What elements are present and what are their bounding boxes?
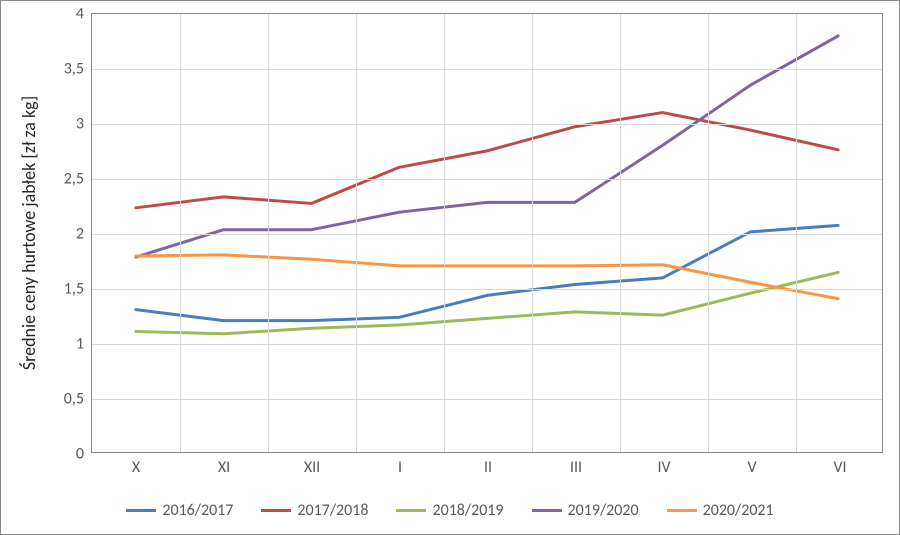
legend-label: 2020/2021 [703, 501, 774, 520]
legend-item: 2016/2017 [126, 501, 233, 520]
y-gridline [92, 179, 882, 180]
x-gridline [796, 14, 797, 452]
y-tick-label: 3 [76, 115, 92, 134]
x-tick-label: VI [833, 452, 846, 477]
series-line [136, 225, 838, 320]
y-gridline [92, 344, 882, 345]
legend-label: 2016/2017 [162, 501, 233, 520]
y-gridline [92, 69, 882, 70]
x-tick-label: V [747, 452, 756, 477]
x-gridline [356, 14, 357, 452]
y-gridline [92, 124, 882, 125]
series-line [136, 255, 838, 299]
x-tick-label: XI [218, 452, 230, 477]
y-gridline [92, 289, 882, 290]
series-line [136, 272, 838, 333]
x-tick-label: I [398, 452, 402, 477]
x-gridline [708, 14, 709, 452]
plot-area: 00,511,522,533,54XXIXIIIIIIIIIVVVI [91, 13, 883, 453]
legend-label: 2017/2018 [297, 501, 368, 520]
chart-container: Średnie ceny hurtowe jabłek [zł za kg] 0… [0, 0, 900, 535]
y-tick-label: 2 [76, 225, 92, 244]
legend-item: 2020/2021 [667, 501, 774, 520]
legend-swatch [396, 509, 426, 512]
x-gridline [532, 14, 533, 452]
legend-label: 2019/2020 [568, 501, 639, 520]
x-gridline [620, 14, 621, 452]
series-svg [92, 14, 882, 452]
y-tick-label: 3,5 [64, 60, 92, 79]
x-gridline [444, 14, 445, 452]
x-tick-label: XII [304, 452, 320, 477]
legend-swatch [532, 509, 562, 512]
series-line [136, 113, 838, 208]
x-tick-label: III [570, 452, 582, 477]
legend-item: 2018/2019 [396, 501, 503, 520]
x-gridline [268, 14, 269, 452]
legend-label: 2018/2019 [432, 501, 503, 520]
legend-swatch [261, 509, 291, 512]
legend-swatch [126, 509, 156, 512]
y-axis-title: Średnie ceny hurtowe jabłek [zł za kg] [18, 96, 40, 370]
x-tick-label: II [484, 452, 492, 477]
y-gridline [92, 234, 882, 235]
y-tick-label: 2,5 [64, 170, 92, 189]
legend-item: 2019/2020 [532, 501, 639, 520]
legend-swatch [667, 509, 697, 512]
x-gridline [180, 14, 181, 452]
x-tick-label: X [132, 452, 140, 477]
y-gridline [92, 399, 882, 400]
y-tick-label: 0 [76, 445, 92, 464]
legend-item: 2017/2018 [261, 501, 368, 520]
y-tick-label: 1,5 [64, 280, 92, 299]
y-tick-label: 1 [76, 335, 92, 354]
legend: 2016/2017 2017/2018 2018/2019 2019/2020 2020… [1, 501, 899, 520]
x-tick-label: IV [657, 452, 670, 477]
y-tick-label: 4 [76, 5, 92, 24]
y-tick-label: 0,5 [64, 390, 92, 409]
